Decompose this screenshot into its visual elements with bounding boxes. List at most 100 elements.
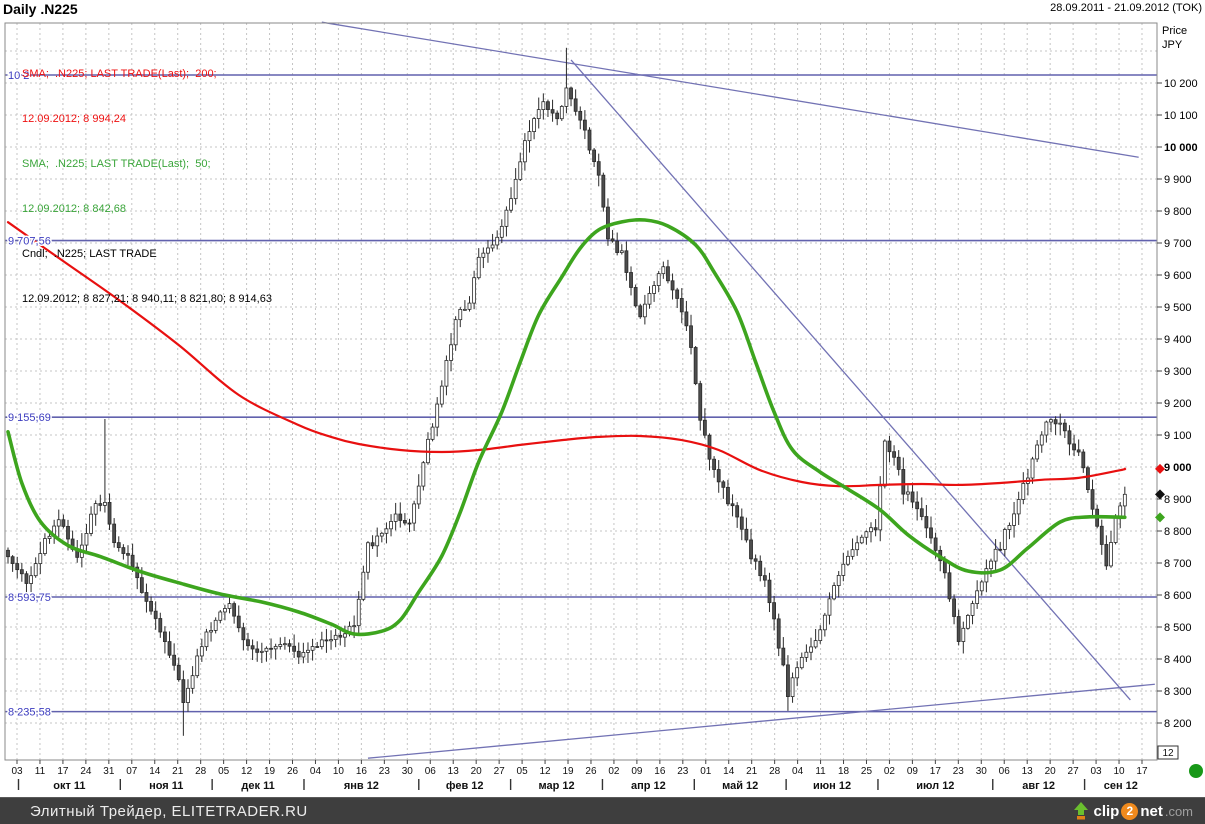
candles-layer xyxy=(6,47,1127,736)
svg-text:27: 27 xyxy=(1068,766,1080,777)
svg-text:8 900: 8 900 xyxy=(1164,494,1192,506)
svg-text:9 000: 9 000 xyxy=(1164,462,1192,474)
svg-text:20: 20 xyxy=(1045,766,1057,777)
svg-text:8 300: 8 300 xyxy=(1164,686,1192,698)
clip2net-logo[interactable]: clip 2 net .com xyxy=(1071,801,1193,821)
svg-text:июл 12: июл 12 xyxy=(916,780,954,792)
svg-text:05: 05 xyxy=(218,766,230,777)
trendlines xyxy=(321,21,1155,759)
svg-text:23: 23 xyxy=(379,766,391,777)
svg-text:03: 03 xyxy=(1091,766,1103,777)
svg-text:27: 27 xyxy=(494,766,506,777)
svg-text:09: 09 xyxy=(631,766,643,777)
svg-text:11: 11 xyxy=(815,766,826,777)
svg-text:20: 20 xyxy=(471,766,483,777)
svg-text:16: 16 xyxy=(356,766,368,777)
svg-text:16: 16 xyxy=(654,766,666,777)
svg-text:17: 17 xyxy=(57,766,69,777)
sma50-last-marker xyxy=(1155,512,1165,523)
svg-text:12: 12 xyxy=(1162,748,1174,759)
grid-layer xyxy=(5,23,1157,760)
svg-text:9 600: 9 600 xyxy=(1164,270,1192,282)
svg-text:10 100: 10 100 xyxy=(1164,110,1198,122)
svg-text:8 593,75: 8 593,75 xyxy=(8,592,51,604)
svg-text:02: 02 xyxy=(884,766,896,777)
svg-text:9 400: 9 400 xyxy=(1164,334,1192,346)
svg-text:9 300: 9 300 xyxy=(1164,366,1192,378)
last-bar-date-box: 12 xyxy=(1157,745,1179,760)
svg-text:фев 12: фев 12 xyxy=(446,780,484,792)
sma200-last-marker xyxy=(1155,463,1165,474)
svg-text:Price: Price xyxy=(1162,25,1187,37)
price-chart: 8 200 8 300 8 400 8 500 8 600 8 700 8 800 8 900… xyxy=(4,21,1203,792)
svg-text:10 2: 10 2 xyxy=(8,70,29,82)
svg-text:31: 31 xyxy=(103,766,115,777)
svg-text:01: 01 xyxy=(700,766,712,777)
footer-credit-text: Элитный Трейдер, ELITETRADER.RU xyxy=(30,802,308,820)
svg-text:янв 12: янв 12 xyxy=(344,780,379,792)
clip2net-text-net: net xyxy=(1140,802,1163,820)
svg-text:07: 07 xyxy=(126,766,138,777)
svg-text:21: 21 xyxy=(746,766,758,777)
x-axis-labels: 03 11 17 24 31 07 14 21 28 05 12 19 26 04 10 16 23 30 06 13… xyxy=(11,760,1148,777)
month-labels: окт 11 ноя 11 дек 11 янв 12 фев 12 мар 12 апр … xyxy=(17,779,1138,792)
axis-markers xyxy=(1155,463,1165,523)
svg-text:11: 11 xyxy=(35,766,46,777)
page-title: Daily .N225 xyxy=(3,1,78,17)
svg-text:9 200: 9 200 xyxy=(1164,398,1192,410)
svg-text:окт 11: окт 11 xyxy=(53,780,85,792)
svg-text:8 800: 8 800 xyxy=(1164,526,1192,538)
svg-text:23: 23 xyxy=(677,766,689,777)
svg-text:26: 26 xyxy=(585,766,597,777)
svg-text:9 500: 9 500 xyxy=(1164,302,1192,314)
svg-text:06: 06 xyxy=(425,766,437,777)
svg-text:8 235,58: 8 235,58 xyxy=(8,707,51,719)
svg-text:30: 30 xyxy=(976,766,988,777)
close-last-marker xyxy=(1155,489,1165,500)
svg-text:14: 14 xyxy=(149,766,161,777)
svg-text:10 000: 10 000 xyxy=(1164,142,1198,154)
svg-text:28: 28 xyxy=(195,766,207,777)
svg-text:05: 05 xyxy=(517,766,529,777)
svg-text:25: 25 xyxy=(861,766,873,777)
svg-text:8 700: 8 700 xyxy=(1164,558,1192,570)
svg-text:мар 12: мар 12 xyxy=(538,780,574,792)
svg-text:май 12: май 12 xyxy=(722,780,758,792)
svg-text:17: 17 xyxy=(1136,766,1148,777)
svg-text:10: 10 xyxy=(333,766,345,777)
svg-text:9 707,56: 9 707,56 xyxy=(8,236,51,248)
plot-border xyxy=(4,22,1158,761)
clip2net-text-com: .com xyxy=(1164,803,1193,819)
svg-text:24: 24 xyxy=(80,766,92,777)
svg-text:18: 18 xyxy=(838,766,850,777)
svg-text:JPY: JPY xyxy=(1162,39,1183,51)
svg-text:дек 11: дек 11 xyxy=(241,780,274,792)
svg-text:9 100: 9 100 xyxy=(1164,430,1192,442)
svg-text:17: 17 xyxy=(930,766,942,777)
svg-text:9 700: 9 700 xyxy=(1164,238,1192,250)
level-labels: 10 2 9 707,56 9 155,69 8 593,75 8 235,58 xyxy=(7,69,53,721)
y-axis-labels: 8 200 8 300 8 400 8 500 8 600 8 700 8 800 8 900… xyxy=(1157,25,1198,730)
svg-text:8 400: 8 400 xyxy=(1164,654,1192,666)
green-dot xyxy=(1189,764,1203,778)
sma200-line xyxy=(6,221,1127,488)
clip2net-text-2: 2 xyxy=(1121,802,1139,820)
svg-text:06: 06 xyxy=(999,766,1011,777)
clip2net-text-clip: clip xyxy=(1093,802,1120,820)
svg-text:03: 03 xyxy=(11,766,23,777)
date-range-label: 28.09.2011 - 21.09.2012 (TOK) xyxy=(1050,2,1202,14)
footer-bar: Элитный Трейдер, ELITETRADER.RU clip 2 n… xyxy=(0,797,1205,824)
svg-text:9 800: 9 800 xyxy=(1164,206,1192,218)
svg-text:10: 10 xyxy=(1113,766,1125,777)
svg-text:30: 30 xyxy=(402,766,414,777)
svg-text:8 600: 8 600 xyxy=(1164,590,1192,602)
sma50-line xyxy=(6,217,1127,637)
svg-text:14: 14 xyxy=(723,766,735,777)
clip2net-arrow-icon xyxy=(1074,802,1089,820)
svg-text:21: 21 xyxy=(172,766,184,777)
svg-text:авг 12: авг 12 xyxy=(1022,780,1055,792)
svg-text:23: 23 xyxy=(953,766,965,777)
svg-text:8 200: 8 200 xyxy=(1164,718,1192,730)
svg-text:8 500: 8 500 xyxy=(1164,622,1192,634)
